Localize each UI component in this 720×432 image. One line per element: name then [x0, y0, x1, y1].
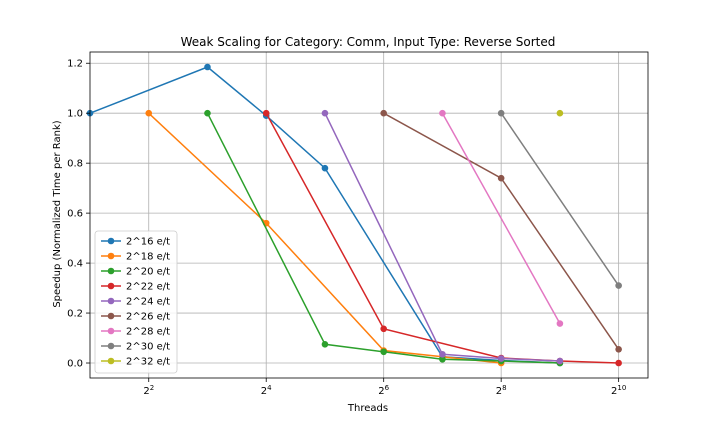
data-point	[615, 282, 622, 289]
data-point	[321, 340, 329, 348]
y-axis-ticks: 0.0 0.2 0.4 0.6 0.8 1.0 1.2	[67, 59, 90, 370]
data-point	[439, 109, 446, 117]
data-point	[497, 174, 505, 182]
legend-item: 2^26 e/t	[101, 312, 170, 323]
data-point	[439, 355, 446, 363]
data-point	[380, 109, 387, 117]
series-line	[441, 112, 561, 324]
data-point	[497, 109, 505, 117]
legend-item: 2^20 e/t	[101, 267, 170, 278]
legend-item: 2^28 e/t	[101, 327, 170, 338]
series-5	[380, 109, 622, 353]
x-tick-label: 22	[143, 384, 154, 397]
y-tick-label: 0.8	[67, 159, 83, 170]
grid	[90, 52, 648, 378]
y-axis-label: Speedup (Normalized Time per Rank)	[52, 120, 63, 307]
legend-label: 2^20 e/t	[126, 267, 170, 278]
data-point	[556, 320, 564, 327]
legend-item: 2^22 e/t	[101, 282, 170, 293]
legend-marker	[107, 282, 115, 290]
y-tick-label: 0.2	[67, 309, 83, 320]
y-tick-label: 1.0	[67, 109, 83, 120]
legend-label: 2^32 e/t	[126, 357, 170, 368]
legend-label: 2^16 e/t	[126, 237, 170, 248]
legend-marker	[107, 297, 115, 305]
series-layer	[86, 63, 622, 367]
data-point	[321, 164, 329, 172]
legend-label: 2^24 e/t	[126, 297, 170, 308]
data-point	[262, 109, 270, 117]
legend-marker	[107, 267, 115, 275]
legend-label: 2^18 e/t	[126, 252, 170, 263]
data-point	[145, 109, 153, 117]
data-point	[380, 325, 387, 333]
data-point	[439, 350, 446, 358]
x-axis-label: Threads	[347, 403, 388, 414]
y-tick-label: 0.4	[67, 259, 83, 270]
legend-item: 2^32 e/t	[101, 357, 170, 368]
data-point	[556, 357, 564, 365]
legend-box	[94, 230, 178, 374]
series-line	[324, 112, 560, 362]
series-7	[497, 109, 622, 289]
data-point	[204, 63, 211, 71]
chart-title: Weak Scaling for Category: Comm, Input T…	[181, 35, 556, 49]
legend-item: 2^30 e/t	[101, 342, 170, 353]
legend-label: 2^22 e/t	[126, 282, 170, 293]
legend-marker	[107, 342, 115, 350]
y-tick-label: 1.2	[67, 59, 83, 70]
legend-marker	[107, 357, 115, 365]
y-tick-label: 0.0	[67, 359, 83, 370]
x-tick-label: 24	[261, 384, 272, 397]
plot-frame	[89, 51, 649, 379]
y-tick-label: 0.6	[67, 209, 83, 220]
legend-marker	[107, 237, 115, 245]
legend-label: 2^30 e/t	[126, 342, 170, 353]
legend: 2^16 e/t 2^18 e/t 2^20 e/t 2^22 e/t 2^24 e/t…	[94, 230, 178, 374]
series-8	[556, 109, 564, 117]
series-6	[439, 109, 564, 327]
data-point	[556, 109, 564, 117]
legend-item: 2^18 e/t	[101, 252, 170, 263]
x-tick-label: 210	[611, 384, 626, 397]
legend-label: 2^26 e/t	[126, 312, 170, 323]
x-tick-label: 26	[378, 384, 389, 397]
data-point	[204, 109, 211, 117]
legend-label: 2^28 e/t	[126, 327, 170, 338]
data-point	[497, 355, 505, 362]
series-4	[321, 109, 564, 365]
x-axis-ticks: 22 24 26 28 210	[143, 378, 626, 397]
data-point	[321, 109, 329, 117]
legend-item: 2^24 e/t	[101, 297, 170, 308]
data-point	[380, 348, 387, 356]
data-point	[615, 359, 622, 367]
series-line	[206, 112, 560, 364]
legend-marker	[107, 252, 115, 260]
x-tick-label: 28	[496, 384, 507, 397]
series-line	[500, 112, 620, 287]
legend-item: 2^16 e/t	[101, 237, 170, 248]
legend-marker	[107, 327, 115, 335]
legend-marker	[107, 312, 115, 320]
data-point	[615, 345, 622, 353]
